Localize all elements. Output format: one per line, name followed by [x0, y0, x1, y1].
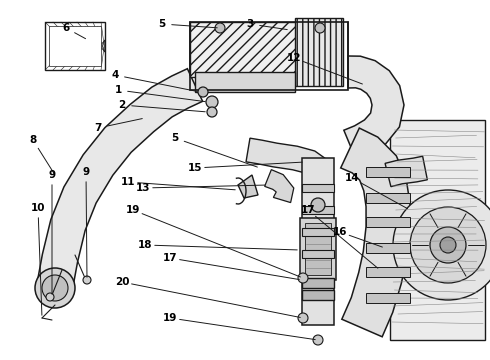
Bar: [45, 22, 105, 70]
Circle shape: [410, 207, 486, 283]
Bar: [366, 167, 410, 177]
Text: 19: 19: [126, 205, 140, 215]
Bar: [49, 26, 101, 66]
Text: 9: 9: [49, 170, 55, 180]
Text: 15: 15: [188, 163, 202, 173]
Text: 2: 2: [119, 100, 125, 110]
Text: 10: 10: [31, 203, 45, 213]
Circle shape: [393, 190, 490, 300]
Text: 4: 4: [111, 70, 119, 80]
Bar: [195, 72, 295, 92]
Polygon shape: [246, 138, 325, 177]
Polygon shape: [238, 175, 258, 198]
Bar: [366, 193, 410, 203]
Polygon shape: [37, 69, 202, 288]
Bar: [190, 22, 348, 90]
Bar: [302, 184, 334, 192]
Text: 14: 14: [344, 173, 359, 183]
Polygon shape: [344, 56, 404, 160]
Text: 6: 6: [62, 23, 70, 33]
Circle shape: [313, 335, 323, 345]
Circle shape: [430, 227, 466, 263]
Text: 19: 19: [163, 313, 177, 323]
Circle shape: [315, 23, 325, 33]
Circle shape: [215, 23, 225, 33]
Circle shape: [207, 107, 217, 117]
Bar: [366, 217, 410, 227]
Circle shape: [83, 276, 91, 284]
Bar: [305, 223, 331, 275]
Text: 13: 13: [136, 183, 150, 193]
Polygon shape: [302, 158, 334, 325]
Bar: [295, 18, 343, 86]
Text: 5: 5: [172, 133, 179, 143]
Text: 3: 3: [246, 19, 254, 29]
Bar: [302, 290, 334, 300]
Circle shape: [198, 87, 208, 97]
Text: 1: 1: [114, 85, 122, 95]
Polygon shape: [265, 170, 294, 203]
Text: 20: 20: [115, 277, 129, 287]
Circle shape: [440, 237, 456, 253]
Text: 7: 7: [94, 123, 102, 133]
Text: 9: 9: [82, 167, 90, 177]
Text: 11: 11: [121, 177, 135, 187]
Circle shape: [206, 96, 218, 108]
Bar: [390, 120, 485, 340]
Text: 5: 5: [158, 19, 166, 29]
Bar: [302, 228, 334, 236]
Bar: [302, 278, 334, 288]
Text: 17: 17: [163, 253, 177, 263]
Circle shape: [311, 198, 325, 212]
Circle shape: [42, 275, 68, 301]
Bar: [302, 250, 334, 258]
Bar: [302, 206, 334, 214]
Text: 17: 17: [301, 205, 315, 215]
Bar: [366, 293, 410, 303]
Text: 8: 8: [29, 135, 37, 145]
Text: 16: 16: [333, 227, 347, 237]
Text: 18: 18: [138, 240, 152, 250]
Bar: [366, 267, 410, 277]
Circle shape: [298, 273, 308, 283]
Circle shape: [298, 313, 308, 323]
Bar: [300, 218, 336, 280]
Circle shape: [35, 268, 75, 308]
Polygon shape: [385, 156, 427, 186]
Bar: [190, 22, 300, 77]
Bar: [366, 243, 410, 253]
Circle shape: [46, 293, 54, 301]
Polygon shape: [341, 128, 410, 337]
Text: 12: 12: [287, 53, 301, 63]
